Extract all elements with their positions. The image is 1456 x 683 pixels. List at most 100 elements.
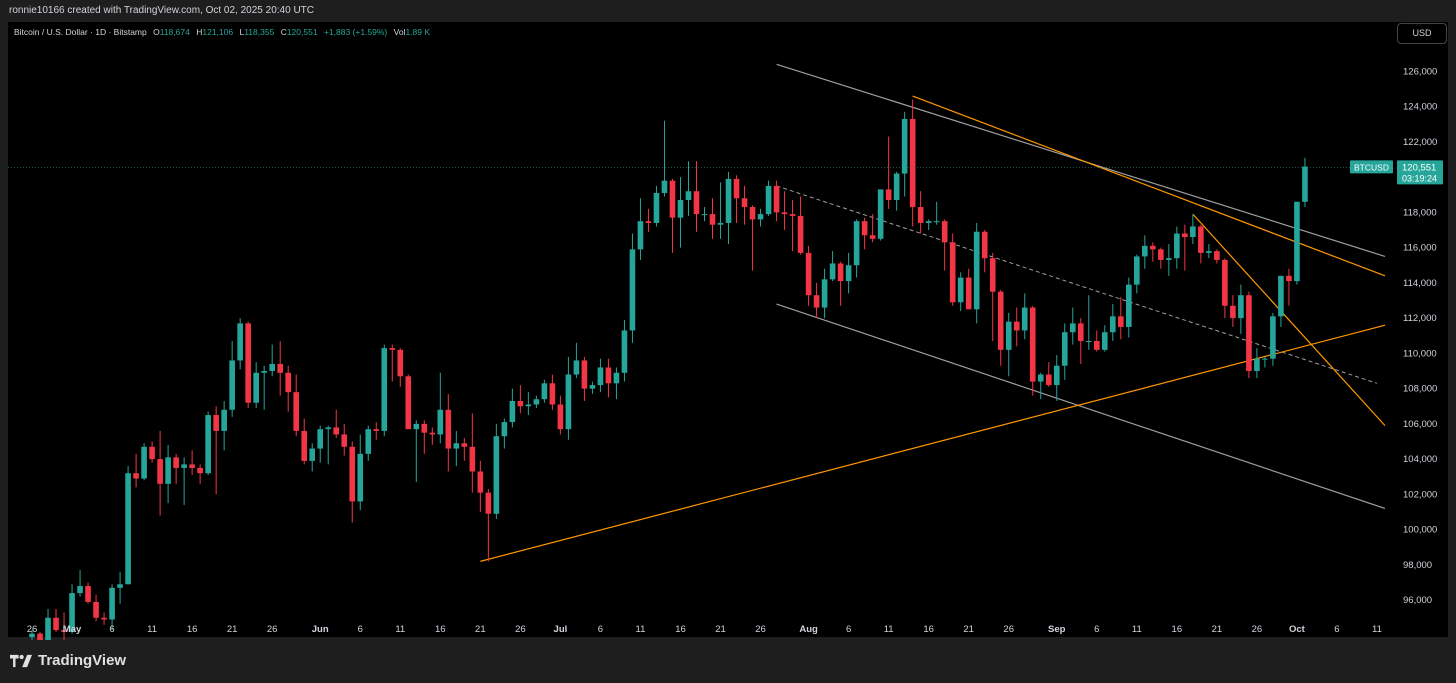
- low-label: L: [239, 27, 245, 37]
- candle-body: [741, 198, 748, 208]
- candle-body: [669, 180, 676, 218]
- x-tick-label: 11: [1132, 624, 1142, 635]
- candle-body: [797, 215, 804, 253]
- symbol-legend: Bitcoin / U.S. Dollar · 1D · Bitstamp O1…: [14, 27, 430, 37]
- candle-body: [837, 263, 844, 282]
- symbol-name[interactable]: Bitcoin / U.S. Dollar · 1D · Bitstamp: [14, 27, 147, 37]
- candle-body: [437, 409, 444, 435]
- candle: [221, 400, 227, 451]
- candle-body: [733, 178, 740, 199]
- candle-body: [637, 221, 644, 250]
- candle-body: [413, 423, 420, 430]
- candle: [677, 177, 684, 248]
- candle: [421, 420, 428, 454]
- candle: [293, 374, 300, 437]
- candle: [1069, 307, 1076, 345]
- candle: [77, 570, 83, 597]
- candle-body: [485, 492, 492, 514]
- candle-body: [901, 118, 908, 174]
- x-tick-label: 21: [1212, 624, 1223, 635]
- candle-body: [349, 446, 356, 502]
- candle: [1190, 214, 1196, 245]
- candle: [101, 612, 107, 625]
- candle-body: [645, 221, 652, 223]
- volume-label: Vol: [393, 27, 406, 37]
- candle-body: [181, 464, 187, 468]
- candle-body: [469, 446, 476, 472]
- y-tick-label: 114,000: [1403, 278, 1437, 289]
- candle-body: [1294, 201, 1300, 282]
- candle: [1182, 224, 1188, 271]
- candle: [965, 268, 972, 310]
- candle: [277, 341, 283, 396]
- candle-body: [885, 189, 892, 201]
- candle: [189, 450, 195, 475]
- candle-body: [629, 249, 636, 331]
- candle-body: [933, 221, 940, 223]
- candle-body: [717, 222, 724, 225]
- candle-body: [877, 189, 884, 239]
- x-tick-label: Jul: [554, 624, 568, 635]
- candle: [565, 356, 572, 440]
- x-tick-label: 16: [435, 624, 446, 635]
- close-label: C: [280, 27, 287, 37]
- candle-body: [333, 427, 340, 435]
- candle: [197, 464, 203, 484]
- x-tick-label: Aug: [799, 624, 818, 635]
- candle: [901, 111, 908, 197]
- candle: [285, 365, 292, 412]
- candle: [381, 344, 388, 437]
- candle: [717, 182, 724, 239]
- candle: [205, 411, 211, 475]
- candle-body: [1222, 259, 1228, 306]
- x-tick-label: 11: [1372, 624, 1382, 635]
- y-tick-label: 100,000: [1403, 525, 1437, 536]
- candle: [501, 418, 508, 449]
- candle-body: [701, 214, 708, 216]
- candle-body: [1246, 295, 1252, 371]
- candle-body: [541, 383, 548, 400]
- candle-body: [1045, 374, 1052, 386]
- high-value: 121,106: [202, 27, 234, 37]
- candle: [157, 430, 163, 516]
- candle-body: [197, 467, 203, 474]
- currency-button[interactable]: USD: [1397, 23, 1447, 44]
- candle-body: [565, 374, 572, 430]
- y-tick-label: 104,000: [1403, 454, 1437, 465]
- candle-body: [357, 453, 364, 502]
- candle: [533, 395, 540, 409]
- close-value: 120,551: [286, 27, 318, 37]
- candle-body: [325, 427, 332, 430]
- candle-body: [165, 457, 171, 484]
- candle: [1246, 291, 1252, 379]
- candle: [1126, 277, 1132, 338]
- candle-body: [101, 617, 107, 620]
- tradingview-brand[interactable]: TradingView: [10, 652, 126, 669]
- x-tick-label: May: [63, 624, 82, 635]
- symbol-tag-label: BTCUSD: [1354, 162, 1389, 172]
- candle-body: [309, 448, 316, 461]
- candle: [1029, 305, 1036, 396]
- candle-body: [61, 630, 67, 632]
- candle: [781, 191, 788, 230]
- candle: [789, 200, 796, 252]
- candle-body: [493, 436, 500, 514]
- candle: [853, 219, 860, 278]
- y-tick-label: 98,000: [1403, 560, 1432, 571]
- candle-body: [1085, 341, 1092, 343]
- footer-bar: [0, 640, 1456, 683]
- x-tick-label: 16: [675, 624, 686, 635]
- candle-body: [341, 434, 348, 447]
- candle-body: [821, 279, 828, 308]
- candle: [405, 374, 412, 430]
- candle-body: [1053, 365, 1060, 386]
- candle: [373, 422, 380, 440]
- candle: [397, 348, 404, 387]
- candle: [461, 437, 468, 461]
- open-value: 118,674: [159, 27, 190, 37]
- candle-body: [381, 348, 388, 431]
- candle-body: [69, 593, 75, 632]
- candle-body: [1150, 245, 1156, 250]
- x-tick-label: 16: [923, 624, 934, 635]
